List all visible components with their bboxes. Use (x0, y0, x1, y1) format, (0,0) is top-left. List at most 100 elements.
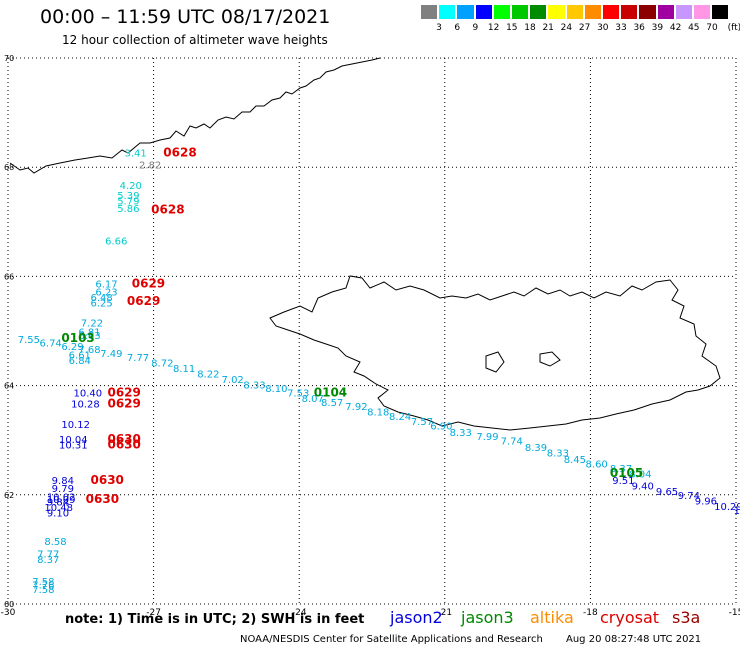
legend-swatch (475, 5, 492, 19)
iceland-lake (485, 351, 505, 373)
wave-height-label: 8.58 (44, 537, 66, 548)
legend-label: 39 (651, 23, 664, 33)
iceland-coastline (269, 275, 721, 431)
satellite-s3a: s3a (672, 608, 701, 627)
wave-height-label: 10.48 (44, 503, 73, 514)
wave-height-label: 7.77 (37, 550, 59, 561)
wave-height-label: 4.20 (120, 181, 142, 192)
pass-time-label: 0105 (610, 466, 643, 480)
wave-height-label: 8.37 (610, 464, 632, 475)
legend-label: 6 (454, 23, 461, 33)
wave-height-label: 8.04 (629, 469, 651, 480)
wave-height-label: 3.41 (124, 148, 146, 159)
legend-swatch (712, 5, 729, 19)
longitude-tick-label: -21 (437, 608, 452, 618)
wave-height-label: 6.63 (78, 331, 100, 342)
wave-height-label: 6.90 (430, 421, 452, 432)
legend-swatch (421, 5, 438, 19)
wave-height-label: 8.57 (321, 398, 343, 409)
legend-unit: (ft) (727, 23, 740, 33)
satellite-cryosat: cryosat (600, 608, 660, 627)
chart-title: 00:00 – 11:59 UTC 08/17/2021 (40, 6, 331, 28)
wave-height-label: 6.81 (78, 327, 100, 338)
legend-swatch (530, 5, 547, 19)
wave-height-label: 8.33 (547, 449, 569, 460)
legend-label: 33 (615, 23, 627, 33)
wave-height-label: 7.53 (287, 389, 309, 400)
wave-height-label: 7.57 (411, 417, 433, 428)
wave-height-label: 10.02 (47, 492, 76, 503)
latitude-tick-label: 66 (4, 272, 14, 281)
wave-height-label: 7.55 (18, 335, 40, 346)
axis-ticks: -30 -27 -24 -21 -18 -15 70 68 66 64 62 60 (1, 54, 740, 618)
wave-height-label: 6.25 (91, 298, 113, 309)
latitude-tick-label: 64 (4, 382, 14, 391)
greenland-coastline (9, 57, 381, 174)
legend-label: 24 (560, 23, 573, 33)
wave-height-label: 7.76 (32, 581, 54, 592)
wave-height-label: 8.10 (265, 384, 287, 395)
wave-height-label: 8.22 (197, 369, 219, 380)
satellite-altika: altika (530, 608, 574, 627)
pass-time-label: 0630 (91, 473, 124, 487)
wave-height-label: 8.45 (564, 455, 586, 466)
wave-height-label: 7.58 (32, 585, 54, 596)
wave-height-label: 10.40 (74, 389, 103, 400)
wave-height-label: 9.96 (695, 497, 717, 508)
wave-height-label: 5.86 (117, 204, 139, 215)
legend-label: 18 (524, 23, 536, 33)
legend-swatch (439, 5, 456, 19)
wave-height-label: 9.51 (612, 476, 634, 487)
wave-height-label: 10.12 (61, 420, 90, 431)
legend-swatch (548, 5, 565, 19)
wave-height-label: 10.29 (714, 502, 740, 513)
pass-time-label: 0630 (86, 492, 119, 506)
legend-label: 12 (487, 23, 500, 33)
satellite-jason2: jason2 (390, 608, 443, 627)
legend-swatch (694, 5, 711, 19)
legend-label: 70 (706, 23, 718, 33)
legend-swatch (512, 5, 529, 19)
longitude-tick-label: -27 (146, 608, 161, 618)
wave-height-label: 6.48 (91, 293, 113, 304)
wave-height-label: 7.77 (127, 353, 149, 364)
latitude-tick-label: 62 (4, 491, 14, 500)
wave-height-label: 10.09 (47, 495, 76, 506)
graticule (7, 57, 737, 605)
wave-height-label: 10.36 (734, 506, 740, 517)
wave-height-label: 9.84 (52, 476, 74, 487)
legend-swatch (657, 5, 674, 19)
pass-time-label: 0630 (107, 437, 140, 451)
wave-height-labels: 3.412.82 4.205.395.795.86 6.66 6.176.236.48… (18, 148, 740, 596)
pass-time-label: 0630 (107, 432, 140, 446)
longitude-tick-label: -24 (292, 608, 307, 618)
timestamp: Aug 20 08:27:48 UTC 2021 (566, 634, 702, 645)
coastline (9, 57, 721, 431)
wave-height-label: 9.79 (52, 484, 74, 495)
wave-height-label: 9.10 (47, 509, 69, 520)
wave-height-label: 9.65 (656, 487, 678, 498)
legend-label: 30 (597, 23, 609, 33)
pass-time-label: 0629 (107, 386, 140, 400)
wave-height-label: 6.74 (40, 338, 62, 349)
satellite-jason3: jason3 (461, 608, 514, 627)
time-labels: 0628062806290629010306290629063006300630… (61, 145, 643, 506)
legend-swatch (457, 5, 474, 19)
longitude-tick-label: -30 (1, 608, 16, 618)
latitude-tick-label: 68 (4, 163, 14, 172)
iceland-lake (539, 351, 561, 367)
pass-time-label: 0629 (107, 396, 140, 410)
wave-height-label: 6.61 (69, 350, 91, 361)
chart-subtitle: 12 hour collection of altimeter wave hei… (62, 33, 328, 47)
wave-height-label: 7.02 (222, 375, 244, 386)
wave-height-label: 8.33 (243, 380, 265, 391)
pass-time-label: 0104 (314, 386, 347, 400)
wave-height-label: 8.72 (151, 358, 173, 369)
legend-swatch (603, 5, 620, 19)
pass-time-label: 0628 (151, 203, 184, 217)
wave-height-label: 7.22 (81, 319, 103, 330)
wave-height-label: 7.49 (100, 349, 122, 360)
footer-note: note: 1) Time is in UTC; 2) SWH is in fe… (65, 612, 365, 627)
latitude-tick-label: 60 (4, 600, 14, 609)
